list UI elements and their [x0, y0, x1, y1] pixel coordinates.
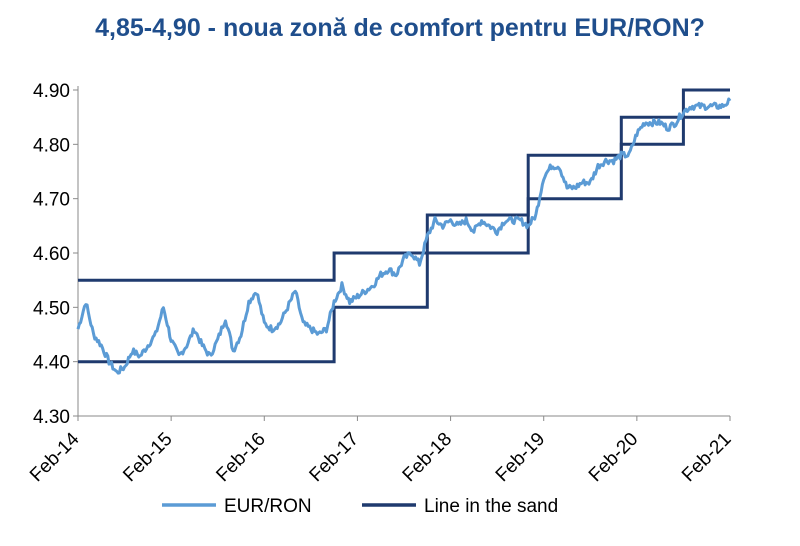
x-tick-label: Feb-19	[492, 429, 549, 486]
band-lower-line	[78, 115, 730, 364]
x-tick-label: Feb-20	[585, 429, 642, 486]
legend-label-line-in-the-sand: Line in the sand	[424, 496, 558, 517]
y-tick-label: 4.60	[33, 244, 70, 265]
legend-label-eur-ron: EUR/RON	[224, 496, 312, 517]
y-tick-label: 4.40	[33, 353, 70, 374]
x-tick-label: Feb-17	[306, 429, 363, 486]
y-axis-ticks: 4.30 4.40 4.50 4.60 4.70 4.80 4.90	[33, 81, 78, 428]
x-tick-label: Feb-15	[119, 429, 176, 486]
eur-ron-line	[76, 97, 732, 375]
axes	[77, 86, 730, 417]
y-tick-label: 4.90	[33, 81, 70, 102]
x-axis-ticks: Feb-14 Feb-15 Feb-16 Feb-17 Feb-18 Feb-19 Feb-…	[26, 416, 736, 486]
legend: EUR/RON Line in the sand	[162, 496, 558, 517]
y-tick-label: 4.50	[33, 298, 70, 319]
eur-ron-series	[76, 97, 732, 375]
x-tick-label: Feb-18	[399, 429, 456, 486]
y-tick-label: 4.30	[33, 407, 70, 428]
x-tick-label: Feb-14	[26, 428, 84, 486]
x-tick-label: Feb-16	[212, 429, 269, 486]
x-tick-label: Feb-21	[678, 429, 735, 486]
y-tick-label: 4.80	[33, 135, 70, 156]
line-in-the-sand-series	[78, 88, 730, 364]
band-upper-line	[78, 88, 730, 282]
y-tick-label: 4.70	[33, 190, 70, 211]
chart-title: 4,85-4,90 - noua zonă de comfort pentru …	[95, 14, 705, 42]
